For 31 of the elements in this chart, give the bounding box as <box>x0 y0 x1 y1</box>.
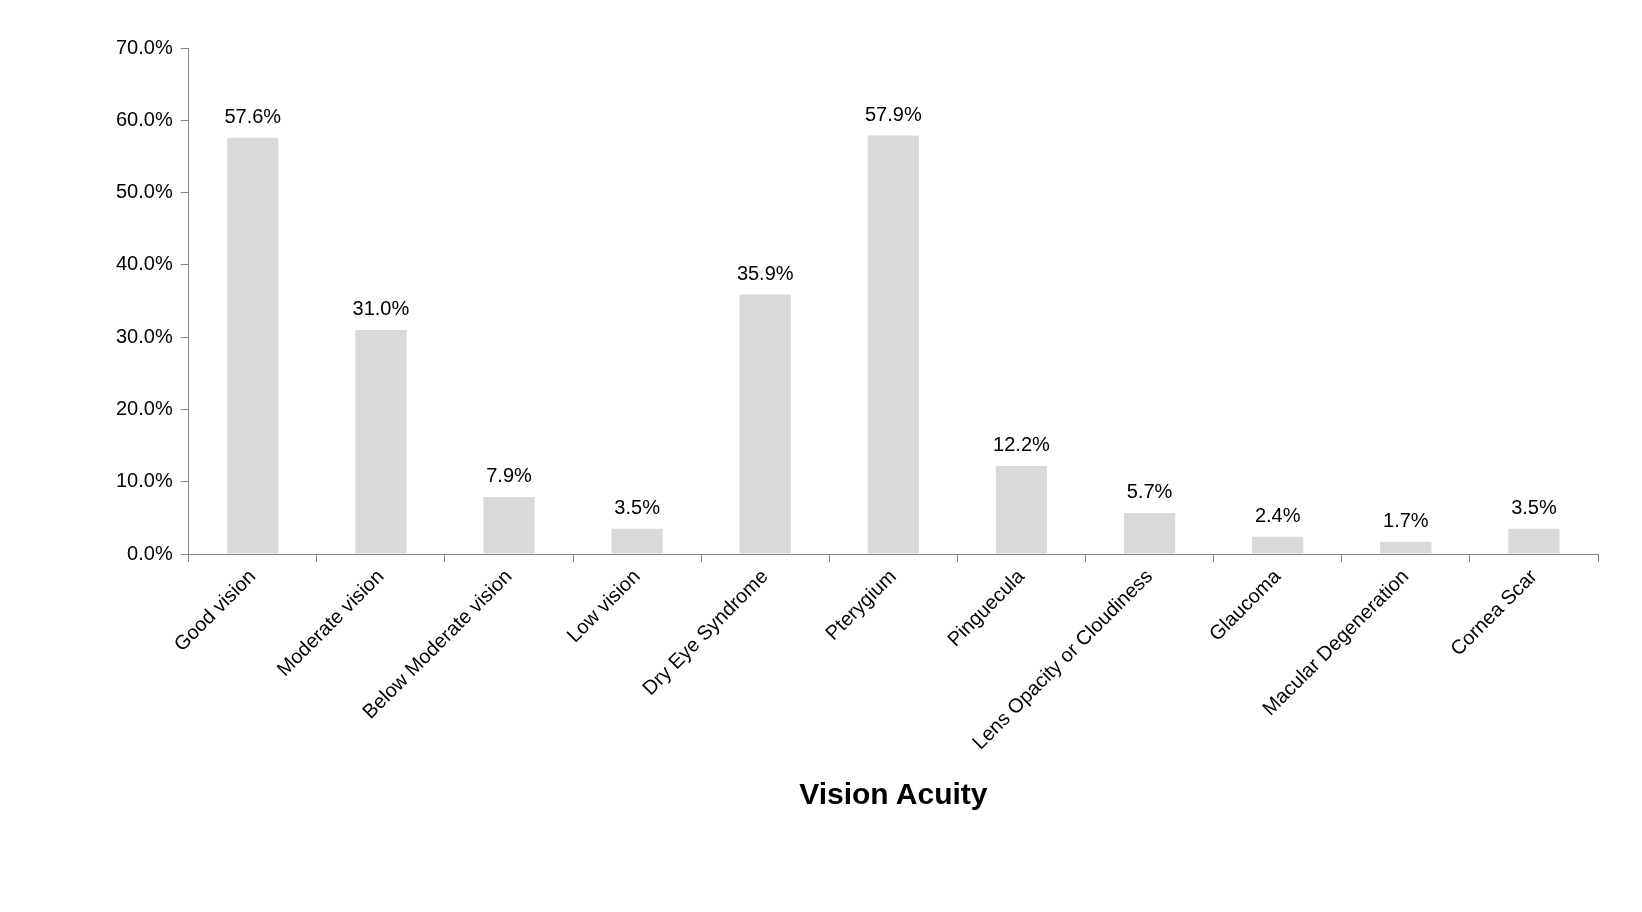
y-tick-label: 70.0% <box>115 35 173 58</box>
bar <box>739 294 791 554</box>
bar <box>867 135 919 554</box>
y-tick-label: 40.0% <box>115 252 173 275</box>
x-axis-title: Vision Acuity <box>799 777 988 811</box>
y-tick-label: 30.0% <box>115 324 173 347</box>
bar <box>1123 512 1176 554</box>
y-tick-label: 20.0% <box>115 397 173 420</box>
bar <box>355 329 407 554</box>
y-tick-label: 10.0% <box>115 469 173 492</box>
bar <box>1380 541 1432 554</box>
data-label: 35.9% <box>736 262 794 285</box>
y-tick-label: 60.0% <box>115 107 173 130</box>
bar <box>611 528 663 554</box>
bar <box>227 137 279 554</box>
bar <box>995 465 1048 554</box>
data-label: 3.5% <box>614 496 661 519</box>
data-label: 1.7% <box>1383 509 1429 532</box>
data-label: 5.7% <box>1126 480 1173 503</box>
data-label: 57.6% <box>224 105 282 128</box>
bar <box>483 496 535 554</box>
data-label: 2.4% <box>1254 504 1301 527</box>
y-tick-label: 50.0% <box>115 180 173 203</box>
data-label: 57.9% <box>865 103 922 125</box>
bar <box>1252 536 1304 554</box>
data-label: 7.9% <box>486 464 533 487</box>
bar <box>1508 528 1560 554</box>
data-label: 12.2% <box>993 433 1051 456</box>
data-label: 3.5% <box>1511 496 1557 519</box>
data-label: 31.0% <box>352 297 410 320</box>
y-tick-label: 0.0% <box>127 541 173 564</box>
